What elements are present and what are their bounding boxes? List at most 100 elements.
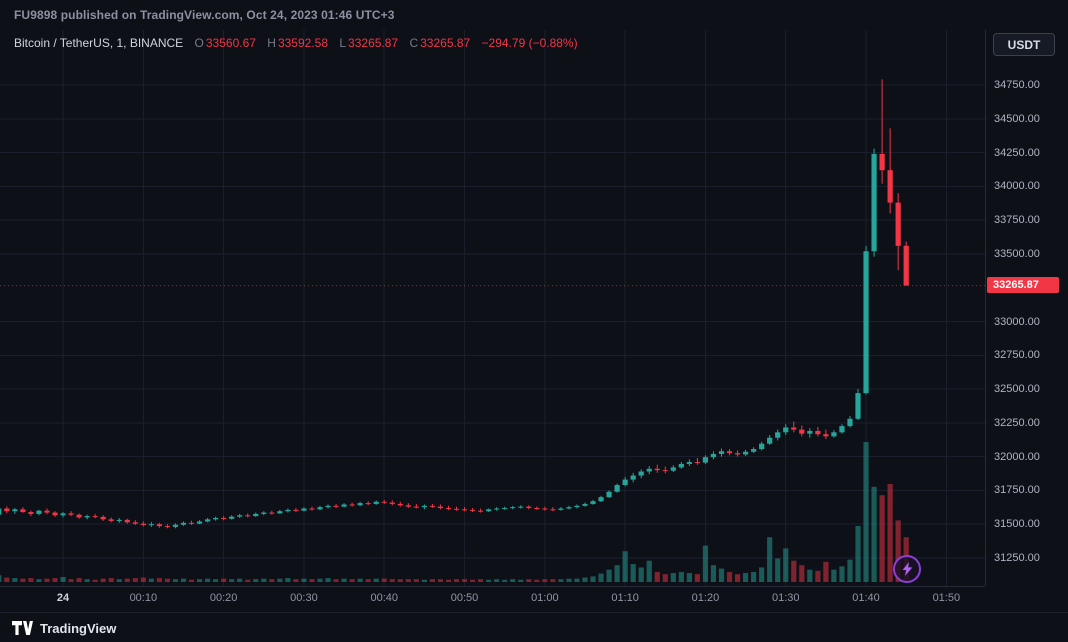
volume-bar	[221, 578, 227, 582]
time-axis[interactable]: 24 00:10 00:20 00:30 00:40 00:50 01:00 01:10 01:…	[0, 586, 985, 613]
volume-bar	[4, 577, 10, 582]
candle-body	[381, 501, 387, 503]
candle-body	[124, 519, 130, 523]
candle-body	[397, 503, 403, 506]
volume-bar	[510, 579, 516, 582]
high-value: 33592.58	[277, 36, 329, 50]
candle-body	[357, 503, 363, 506]
candle-body	[742, 451, 749, 455]
candle-body	[116, 519, 122, 521]
candle-body	[614, 485, 620, 492]
volume-bar	[646, 560, 652, 582]
volume-bar	[734, 574, 741, 582]
candle-body	[710, 453, 717, 458]
brand-name[interactable]: TradingView	[40, 620, 117, 636]
volume-bar	[461, 579, 468, 582]
candle-body	[341, 504, 347, 507]
currency-unit-button[interactable]: USDT	[993, 33, 1055, 56]
volume-bar	[847, 559, 853, 582]
close-value: 33265.87	[420, 36, 471, 50]
candle-body	[622, 479, 628, 486]
volume-bar	[68, 579, 74, 582]
volume-bar	[478, 579, 484, 582]
candle-body	[903, 245, 909, 286]
volume-bar	[213, 579, 219, 582]
volume-bar	[871, 486, 877, 582]
volume-bar	[775, 558, 781, 582]
volume-bar	[759, 567, 765, 582]
volume-bar	[92, 579, 98, 582]
volume-bar	[317, 578, 323, 582]
volume-bar	[28, 578, 34, 582]
candle-body	[558, 508, 564, 510]
candle-body	[726, 451, 733, 454]
open-label: O	[194, 36, 204, 50]
volume-bar	[622, 551, 628, 582]
candle-body	[598, 497, 604, 502]
volume-bar	[365, 579, 371, 582]
lightning-bolt-glyph	[902, 562, 912, 576]
candle-body	[140, 523, 146, 526]
candlestick-chart[interactable]	[0, 30, 985, 586]
open-value: 33560.67	[205, 36, 256, 50]
candle-body	[421, 505, 427, 508]
volume-bar	[686, 573, 692, 582]
volume-bar	[148, 578, 154, 582]
price-tick-label: 34000.00	[994, 180, 1040, 193]
candle-body	[638, 471, 644, 476]
price-tick-label: 34500.00	[994, 112, 1040, 125]
volume-bar	[469, 579, 476, 582]
volume-bar	[333, 579, 339, 582]
time-tick-label: 00:40	[370, 592, 398, 604]
volume-bar	[887, 484, 893, 582]
candle-body	[4, 508, 10, 512]
candle-body	[373, 501, 379, 504]
volume-bar	[164, 578, 171, 582]
candle-body	[325, 505, 331, 508]
tradingview-logo-icon[interactable]	[12, 621, 33, 635]
price-tick-label: 34250.00	[994, 146, 1040, 159]
candle-body	[550, 509, 556, 511]
candle-body	[413, 506, 419, 508]
lightning-boost-icon[interactable]	[893, 555, 921, 583]
chart-area[interactable]: Bitcoin / TetherUS, 1, BINANCE O 33560.67…	[0, 30, 986, 586]
time-tick-label: 00:50	[450, 592, 479, 604]
candle-body	[20, 509, 26, 513]
candle-body	[502, 507, 508, 509]
candle-body	[28, 512, 34, 514]
price-axis[interactable]: USDT 34750.00 34500.00 34250.00 34000.00 337…	[986, 30, 1068, 586]
change-value: −294.79 (−0.88%)	[481, 36, 578, 50]
price-tick-label: 34750.00	[994, 79, 1040, 92]
volume-bar	[261, 578, 267, 582]
volume-bar	[702, 545, 709, 582]
candle-body	[574, 505, 580, 508]
volume-bar	[76, 578, 82, 582]
volume-bar	[502, 579, 508, 582]
symbol-title[interactable]: Bitcoin / TetherUS, 1, BINANCE	[14, 36, 184, 50]
candle-body	[237, 515, 243, 517]
candle-body	[486, 509, 492, 512]
candle-body	[213, 517, 219, 520]
candle-body	[807, 430, 813, 434]
volume-bar	[413, 579, 419, 582]
candle-body	[317, 507, 323, 510]
volume-bar	[606, 569, 612, 582]
price-tick-label: 32500.00	[994, 383, 1040, 396]
volume-bar	[20, 578, 26, 582]
candle-body	[734, 453, 741, 455]
candle-body	[245, 515, 251, 517]
candle-body	[847, 418, 853, 427]
volume-bar	[614, 565, 620, 582]
candle-body	[445, 507, 452, 509]
volume-bar	[823, 561, 829, 582]
volume-bar	[662, 574, 668, 582]
candle-body	[566, 507, 572, 509]
candle-body	[518, 506, 524, 508]
volume-bar	[325, 578, 331, 582]
volume-bar	[180, 578, 187, 582]
volume-bar	[542, 579, 548, 582]
candle-body	[767, 437, 773, 444]
last-price-label: 33265.87	[987, 276, 1059, 293]
volume-bar	[799, 565, 805, 582]
